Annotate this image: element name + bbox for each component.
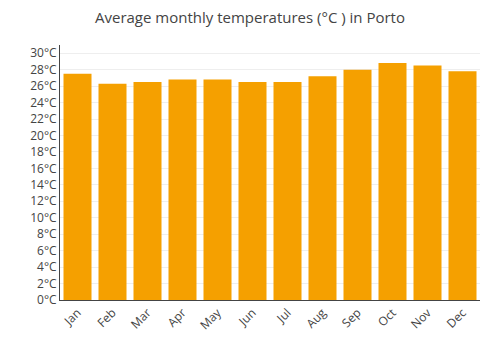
svg-text:Jan: Jan bbox=[60, 304, 85, 329]
svg-text:May: May bbox=[196, 304, 225, 333]
svg-text:0°C: 0°C bbox=[37, 291, 57, 308]
svg-text:26°C: 26°C bbox=[30, 77, 57, 94]
svg-text:16°C: 16°C bbox=[30, 160, 57, 177]
svg-text:8°C: 8°C bbox=[37, 225, 57, 242]
svg-text:20°C: 20°C bbox=[30, 127, 57, 144]
svg-text:Apr: Apr bbox=[164, 304, 190, 330]
svg-text:Nov: Nov bbox=[407, 304, 435, 332]
svg-text:22°C: 22°C bbox=[30, 110, 57, 127]
svg-text:Jun: Jun bbox=[234, 304, 259, 329]
svg-text:14°C: 14°C bbox=[30, 176, 57, 193]
svg-text:10°C: 10°C bbox=[30, 209, 57, 226]
svg-text:Jul: Jul bbox=[272, 304, 294, 326]
svg-text:2°C: 2°C bbox=[37, 275, 57, 292]
svg-text:4°C: 4°C bbox=[37, 258, 57, 275]
svg-text:Aug: Aug bbox=[302, 304, 330, 332]
svg-text:24°C: 24°C bbox=[30, 94, 57, 111]
svg-text:30°C: 30°C bbox=[30, 44, 57, 61]
svg-text:Mar: Mar bbox=[127, 304, 155, 332]
svg-text:Dec: Dec bbox=[443, 304, 470, 331]
svg-text:6°C: 6°C bbox=[37, 242, 57, 259]
svg-text:18°C: 18°C bbox=[30, 143, 57, 160]
svg-text:Sep: Sep bbox=[338, 304, 365, 331]
svg-text:Oct: Oct bbox=[374, 304, 400, 330]
svg-text:Feb: Feb bbox=[93, 304, 119, 330]
svg-text:12°C: 12°C bbox=[30, 192, 57, 209]
svg-text:Average monthly temperatures (: Average monthly temperatures (°C ) in Po… bbox=[95, 7, 405, 27]
svg-text:28°C: 28°C bbox=[30, 61, 57, 78]
